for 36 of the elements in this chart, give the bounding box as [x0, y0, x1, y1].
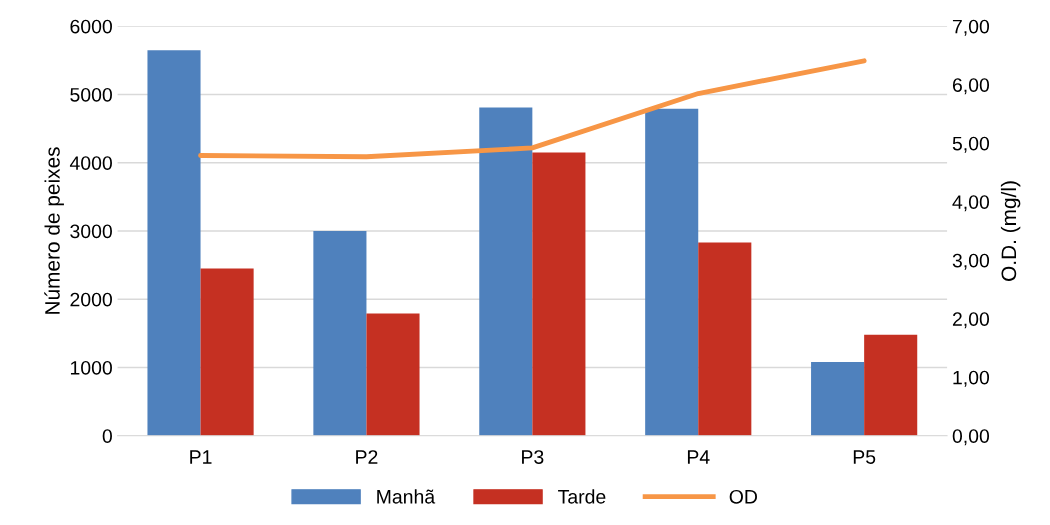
y2-tick-label: 2,00 — [952, 312, 990, 329]
bar — [366, 313, 420, 436]
y2-tick-label: 5,00 — [952, 136, 990, 153]
y2-axis-title: O.D. (mg/l) — [1000, 181, 1021, 281]
legend-label: Manhã — [377, 489, 436, 504]
x-tick-label: P3 — [522, 450, 544, 464]
legend-label: Tarde — [558, 489, 606, 504]
y2-tick-label: 1,00 — [953, 370, 990, 387]
y2-tick-label: 3,00 — [952, 253, 990, 270]
y2-tick-label: 0,00 — [952, 429, 990, 446]
bar — [811, 362, 865, 436]
bar — [864, 334, 918, 436]
bar — [532, 152, 586, 436]
y2-tick-label: 7,00 — [952, 19, 990, 36]
x-tick-label: P2 — [356, 450, 378, 464]
x-tick-label: P1 — [190, 450, 212, 464]
y-tick-label: 2000 — [70, 292, 112, 307]
bar — [200, 268, 254, 436]
bar — [147, 50, 201, 436]
bar — [313, 231, 367, 436]
x-tick-label: P4 — [687, 450, 710, 464]
y-tick-label: 0 — [102, 429, 112, 443]
y-tick-label: 5000 — [70, 87, 112, 102]
y-tick-label: 4000 — [69, 156, 112, 170]
bar — [698, 242, 752, 436]
y-tick-label: 6000 — [70, 19, 112, 34]
bar — [479, 107, 533, 436]
y-tick-label: 3000 — [70, 224, 112, 239]
x-tick-label: P5 — [853, 450, 876, 464]
y-axis-title: Número de peixes — [44, 147, 64, 314]
y-tick-label: 1000 — [70, 360, 112, 375]
y2-tick-label: 4,00 — [952, 195, 990, 212]
line-series — [198, 58, 867, 160]
legend-label: OD — [729, 489, 757, 504]
y2-tick-label: 6,00 — [952, 78, 990, 95]
bar — [645, 108, 699, 436]
